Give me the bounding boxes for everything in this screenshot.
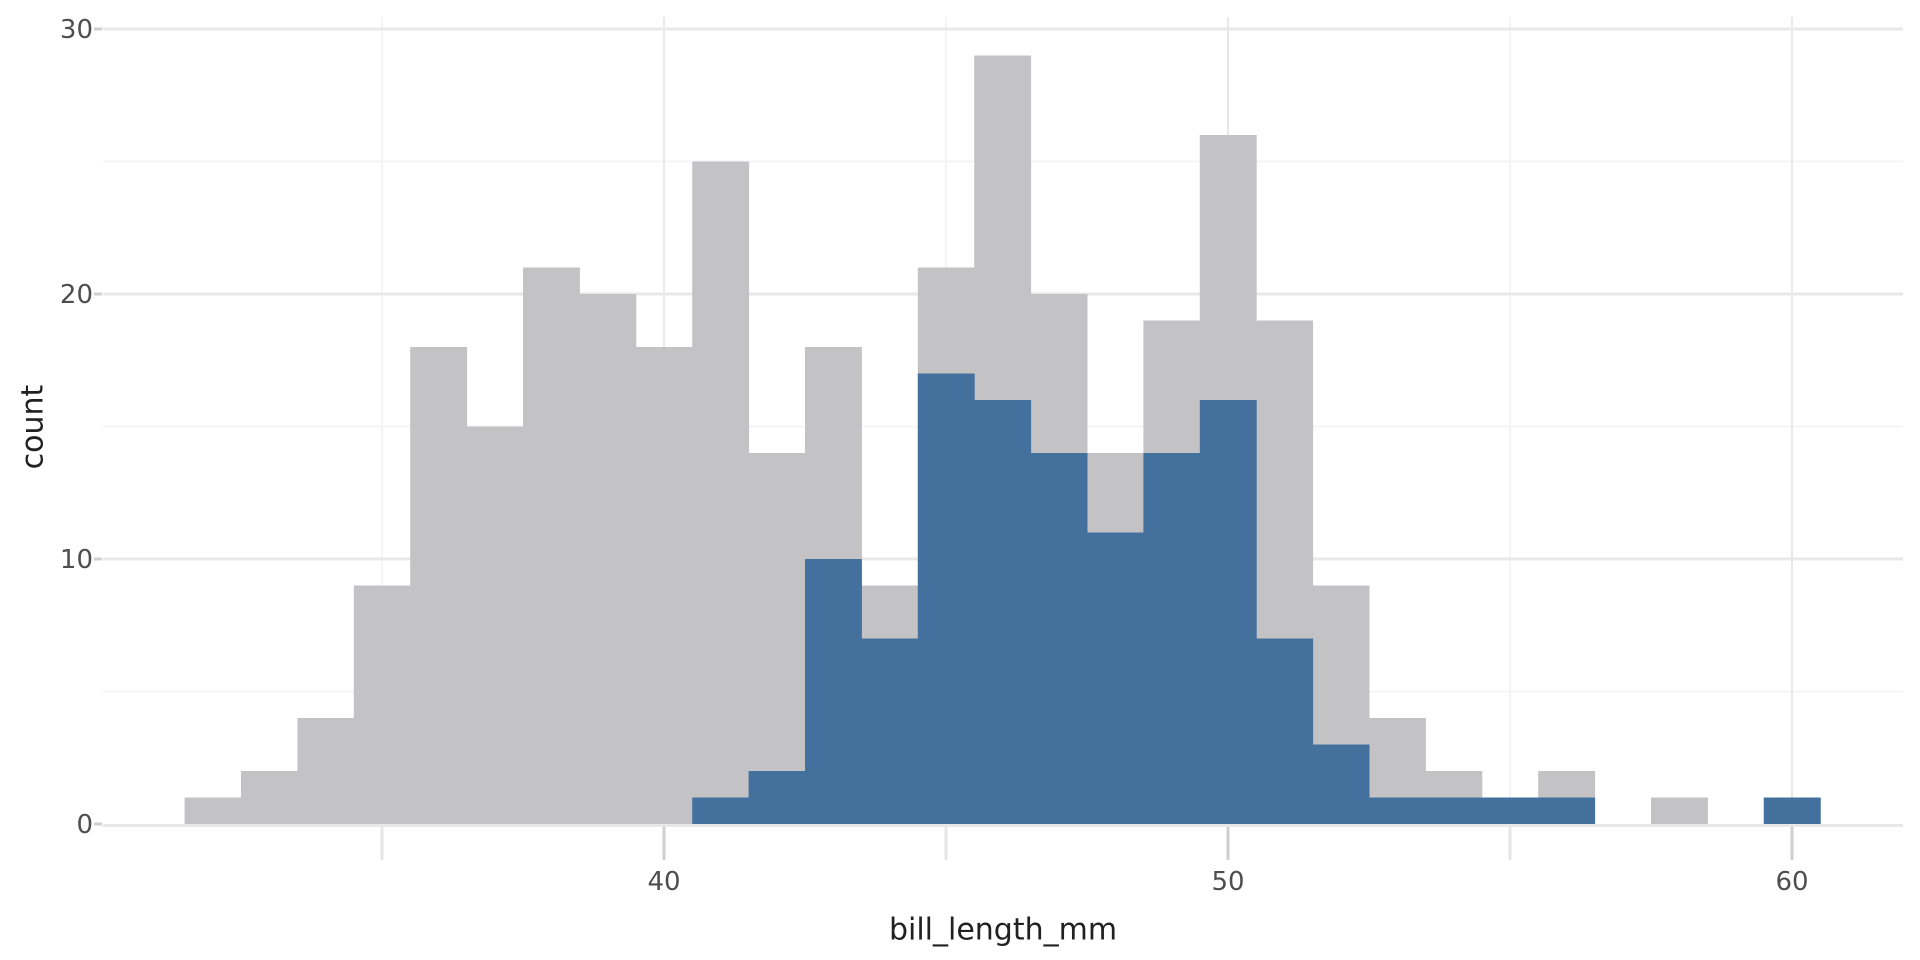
x-tick-label: 50 bbox=[1211, 867, 1244, 897]
highlight-bar-50 bbox=[1199, 400, 1257, 824]
all-bar-38 bbox=[523, 267, 580, 824]
all-bar-34 bbox=[297, 718, 355, 824]
highlight-bar-43 bbox=[805, 559, 862, 824]
highlight-bar-42 bbox=[748, 771, 806, 824]
all-bar-36 bbox=[410, 347, 468, 824]
y-tick-label: 20 bbox=[60, 280, 93, 310]
x-tick-label: 60 bbox=[1775, 867, 1808, 897]
y-axis-title: count bbox=[15, 384, 51, 470]
y-tick-label: 30 bbox=[60, 15, 93, 45]
x-tick-label: 40 bbox=[647, 867, 680, 897]
highlight-bar-53 bbox=[1369, 797, 1426, 824]
highlight-bar-49 bbox=[1143, 453, 1201, 824]
x-axis-title: bill_length_mm bbox=[888, 912, 1118, 948]
highlight-bar-56 bbox=[1538, 797, 1596, 824]
all-bar-40 bbox=[635, 347, 693, 824]
all-bar-41 bbox=[692, 161, 750, 824]
highlight-bar-48 bbox=[1087, 532, 1144, 824]
y-tick-label: 0 bbox=[76, 810, 93, 840]
highlight-bar-44 bbox=[861, 638, 919, 824]
highlight-bar-45 bbox=[917, 373, 975, 824]
highlight-bar-55 bbox=[1481, 797, 1539, 824]
highlight-bar-60 bbox=[1763, 797, 1821, 824]
all-bar-35 bbox=[353, 585, 411, 824]
all-bar-37 bbox=[466, 426, 524, 824]
all-bar-32 bbox=[184, 797, 242, 824]
highlight-bar-54 bbox=[1425, 797, 1483, 824]
highlight-bar-41 bbox=[692, 797, 750, 824]
all-bar-33 bbox=[241, 771, 298, 824]
all-bar-39 bbox=[579, 294, 637, 824]
highlight-bar-52 bbox=[1312, 744, 1370, 824]
y-tick-label: 10 bbox=[60, 545, 93, 575]
highlight-bar-47 bbox=[1030, 453, 1088, 824]
all-bar-42 bbox=[748, 453, 806, 824]
highlight-bar-46 bbox=[974, 400, 1032, 824]
all-bar-58 bbox=[1651, 797, 1708, 824]
highlight-bar-51 bbox=[1256, 638, 1314, 824]
